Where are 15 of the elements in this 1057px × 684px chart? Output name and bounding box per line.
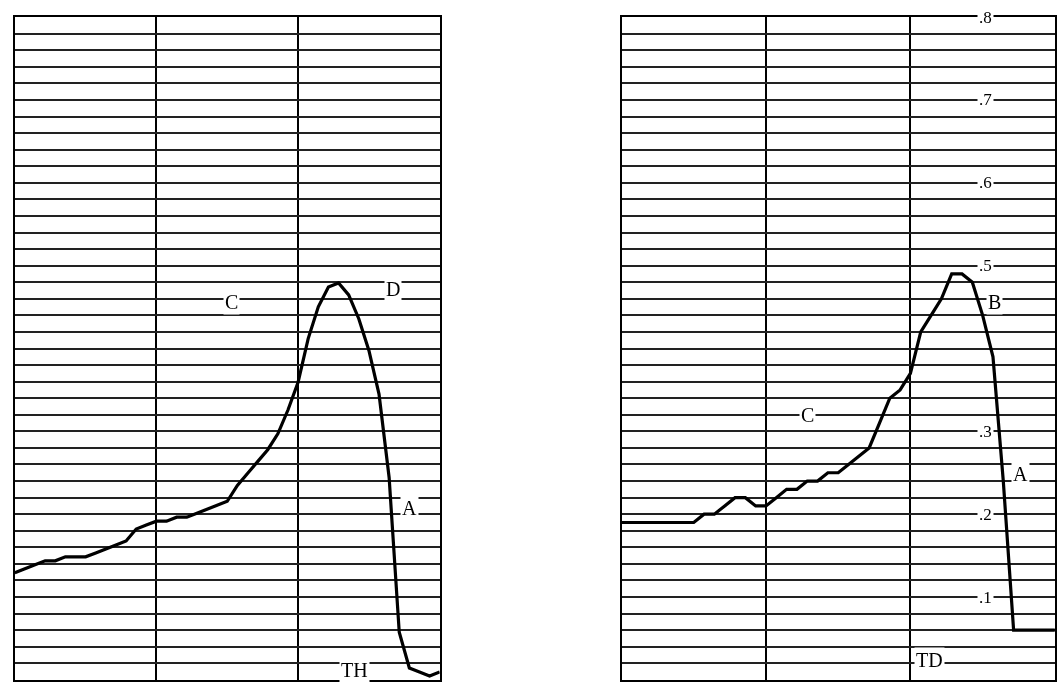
annotation: A xyxy=(402,497,417,519)
annotation: B xyxy=(988,291,1002,313)
y-tick-label: .7 xyxy=(979,90,993,109)
y-tick-label: .5 xyxy=(979,256,992,275)
y-tick-label: .1 xyxy=(979,588,992,607)
annotation: C xyxy=(801,404,815,426)
annotation: A xyxy=(1013,463,1028,485)
annotation: TH xyxy=(341,659,368,681)
annotation: TD xyxy=(916,649,943,671)
y-tick-label: .2 xyxy=(979,505,992,524)
y-tick-label: .3 xyxy=(979,422,992,441)
y-tick-label: .6 xyxy=(979,173,992,192)
annotation: D xyxy=(386,278,401,300)
annotation: C xyxy=(225,291,239,313)
y-tick-label: .8 xyxy=(979,8,992,27)
